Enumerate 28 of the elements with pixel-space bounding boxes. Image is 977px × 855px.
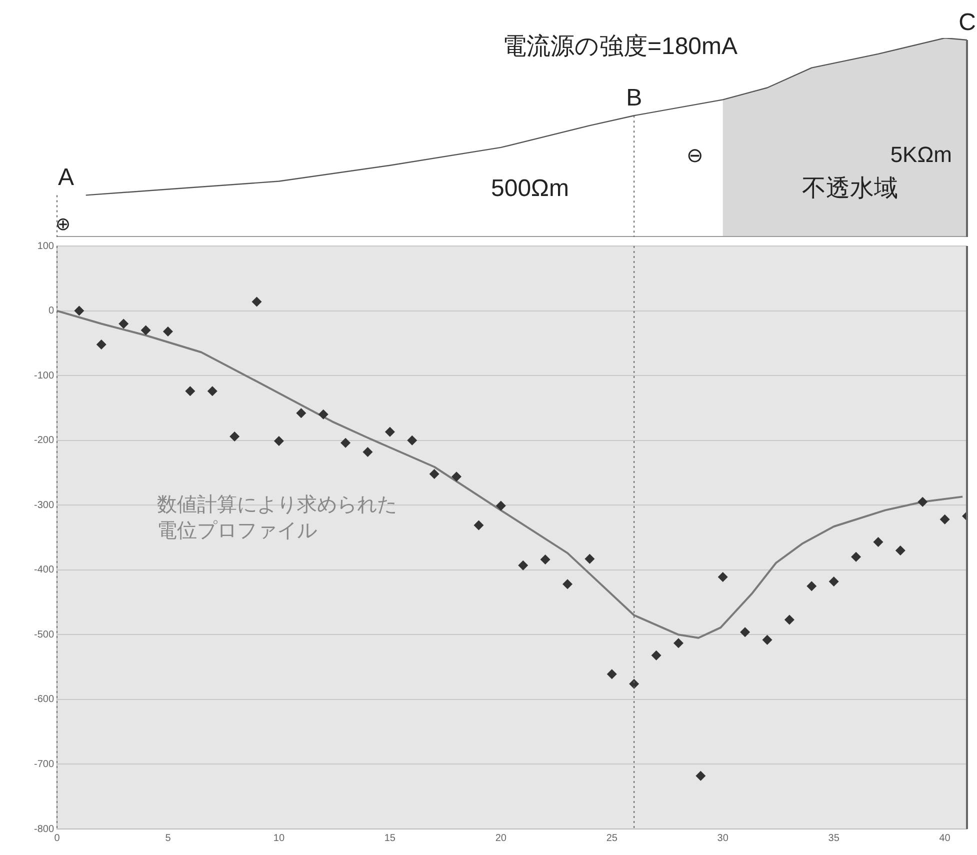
x-tick-label: 40 [939, 832, 951, 844]
annotation: 5KΩm [890, 142, 952, 167]
y-tick-label: -700 [34, 758, 54, 770]
y-tick-label: 100 [37, 240, 54, 252]
y-tick-label: -800 [34, 824, 54, 835]
series-label: 数値計算により求められた電位プロファイル [156, 494, 397, 542]
annotation: 電流源の強度=180mA [502, 33, 738, 60]
x-tick-label: 20 [495, 832, 507, 844]
x-tick-label: 5 [165, 832, 172, 844]
x-tick-label: 30 [717, 832, 729, 844]
x-tick-label: 25 [606, 832, 618, 844]
annotation: 500Ωm [491, 175, 569, 202]
ref-line-label: B [626, 84, 642, 112]
y-tick-label: -300 [34, 500, 54, 511]
ref-line-label: C [958, 8, 976, 36]
y-tick-label: -400 [34, 564, 54, 576]
annotation: ⊖ [686, 145, 704, 167]
y-tick-label: -200 [34, 435, 54, 446]
ref-line-label: A [58, 164, 74, 192]
x-tick-label: 15 [384, 832, 396, 844]
annotation: 不透水域 [802, 175, 898, 202]
x-tick-label: 10 [273, 832, 285, 844]
x-tick-label: 35 [828, 832, 840, 844]
annotation: ⊕ [56, 214, 70, 234]
y-tick-label: -600 [34, 694, 54, 706]
y-tick-label: -100 [34, 370, 54, 382]
y-tick-label: 0 [48, 306, 54, 317]
y-tick-label: -500 [34, 629, 54, 640]
